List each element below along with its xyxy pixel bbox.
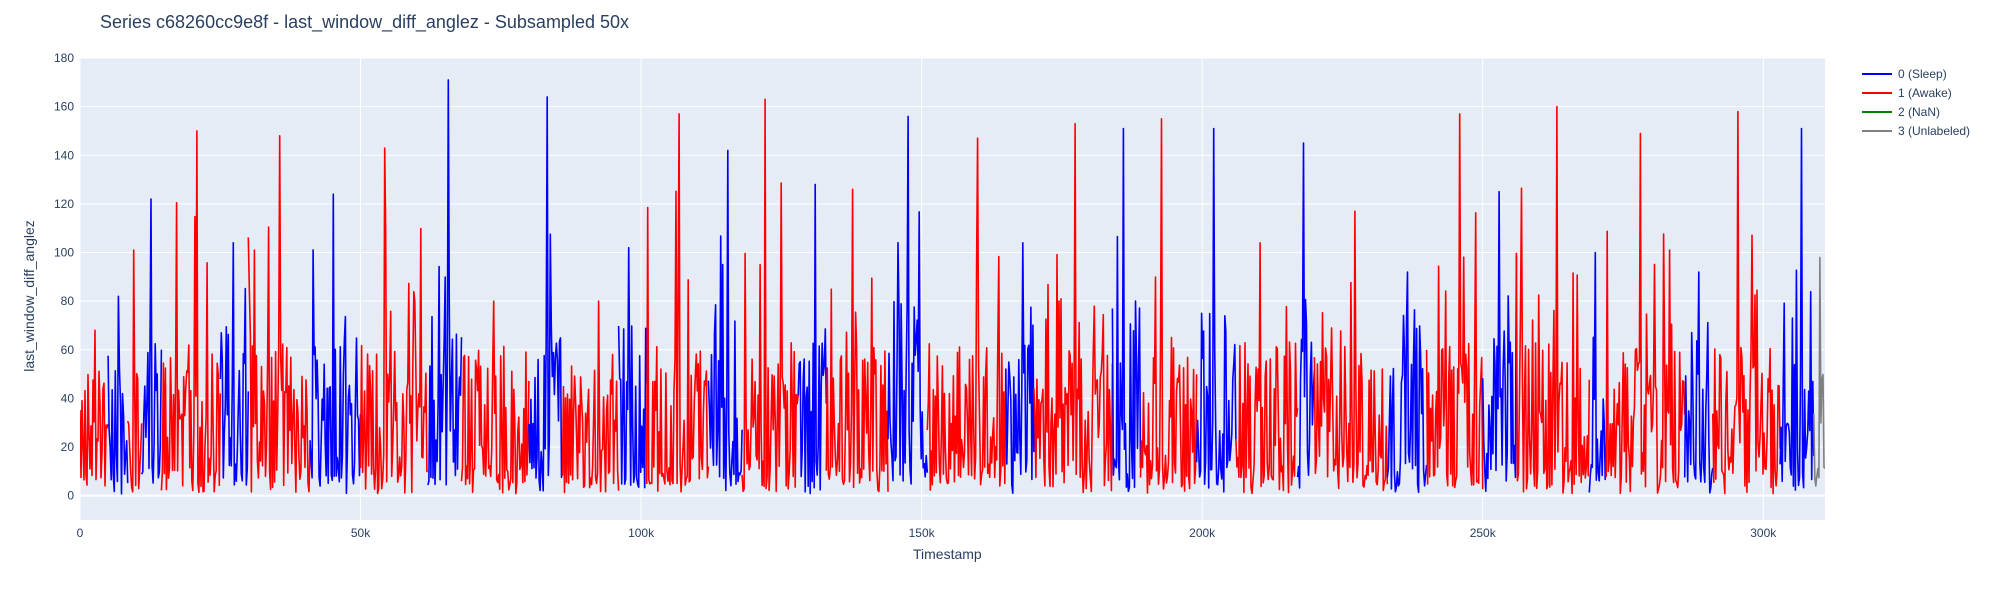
y-tick-label: 180	[54, 51, 74, 65]
y-tick-label: 0	[67, 489, 74, 503]
chart-title: Series c68260cc9e8f - last_window_diff_a…	[100, 12, 629, 32]
x-tick-label: 100k	[628, 526, 655, 540]
series-line-0	[1111, 127, 1142, 493]
series-line-1	[80, 329, 109, 487]
x-tick-label: 150k	[909, 526, 936, 540]
series-line-0	[528, 96, 564, 492]
legend-swatch	[1862, 129, 1892, 132]
legend-swatch	[1862, 110, 1892, 113]
series-line-3	[1813, 256, 1825, 487]
series-line-1	[1313, 210, 1389, 492]
y-tick-label: 40	[61, 391, 75, 405]
x-tick-label: 50k	[351, 526, 371, 540]
legend-item[interactable]: 1 (Awake)	[1862, 83, 1970, 102]
legend-swatch	[1862, 72, 1892, 75]
series-line-1	[460, 300, 530, 495]
series-line-1	[825, 188, 889, 493]
series-line-1	[359, 147, 428, 495]
series-line-1	[645, 113, 710, 493]
series-line-0	[1683, 271, 1714, 494]
series-line-0	[1195, 127, 1237, 493]
series-line-0	[140, 198, 163, 484]
x-tick-label: 0	[77, 526, 84, 540]
legend: 0 (Sleep) 1 (Awake) 2 (NaN) 3 (Unlabeled)	[1862, 64, 1970, 140]
series-line-0	[887, 115, 929, 485]
legend-label: 2 (NaN)	[1898, 104, 1941, 119]
y-tick-label: 160	[54, 100, 74, 114]
series-line-0	[1481, 190, 1518, 493]
series-line-0	[107, 295, 129, 495]
series-line-0	[1296, 142, 1316, 489]
y-axis-label: last_window_diff_anglez	[21, 220, 37, 372]
series-line-0	[309, 193, 362, 495]
y-tick-label: 20	[61, 440, 75, 454]
legend-item[interactable]: 0 (Sleep)	[1862, 64, 1970, 83]
series-line-1	[561, 300, 620, 494]
legend-swatch	[1862, 91, 1892, 94]
y-tick-label: 60	[61, 343, 75, 357]
legend-item[interactable]: 3 (Unlabeled)	[1862, 121, 1970, 140]
legend-label: 0 (Sleep)	[1898, 66, 1947, 81]
series-line-1	[741, 98, 799, 493]
series-line-0	[1588, 251, 1607, 493]
x-axis-label: Timestamp	[913, 546, 982, 562]
x-tick-label: 250k	[1470, 526, 1497, 540]
series-line-0	[1386, 271, 1428, 494]
series-line-1	[1515, 105, 1591, 495]
series-line-0	[1779, 127, 1815, 491]
y-tick-label: 100	[54, 246, 74, 260]
series-line-1	[1235, 242, 1299, 495]
series-line-1	[1605, 132, 1686, 495]
series-line-1	[1139, 118, 1198, 494]
series-line-1	[1425, 113, 1484, 490]
series-line-1	[1712, 110, 1781, 495]
series-line-1	[926, 137, 1007, 491]
series-line-1	[247, 135, 311, 493]
series-line-0	[617, 246, 648, 489]
series-line-0	[219, 242, 250, 486]
series-line-0	[1005, 242, 1035, 495]
y-tick-label: 140	[54, 148, 74, 162]
y-tick-label: 80	[61, 294, 75, 308]
legend-label: 3 (Unlabeled)	[1898, 123, 1971, 138]
x-tick-label: 200k	[1189, 526, 1216, 540]
series-line-1	[160, 130, 222, 494]
series-line-1	[126, 249, 143, 493]
series-line-0	[427, 79, 463, 486]
legend-item[interactable]: 2 (NaN)	[1862, 102, 1970, 121]
series-line-0	[797, 183, 828, 495]
y-tick-label: 120	[54, 197, 74, 211]
series-line-0	[707, 149, 743, 492]
legend-label: 1 (Awake)	[1898, 85, 1952, 100]
series-line-1	[1033, 122, 1114, 494]
x-tick-label: 300k	[1750, 526, 1777, 540]
